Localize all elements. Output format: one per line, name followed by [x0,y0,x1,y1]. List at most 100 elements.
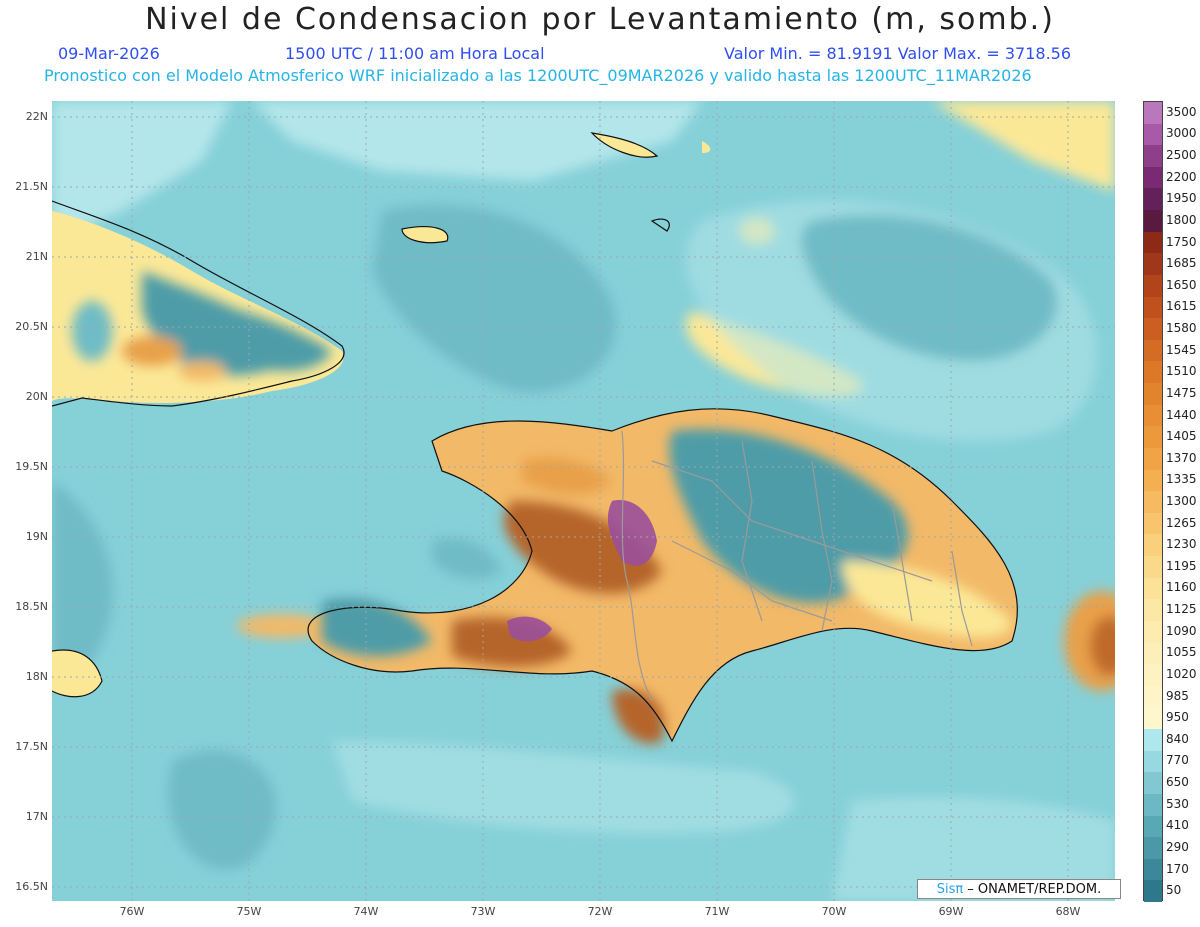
lat-label: 17N [25,810,48,823]
colorbar-swatch [1144,534,1162,557]
colorbar-level-label: 1090 [1166,623,1197,638]
lon-label: 72W [587,905,613,918]
coastlines [52,132,1018,743]
colorbar-swatch [1144,707,1162,730]
colorbar-level-label: 1510 [1166,364,1197,379]
colorbar-swatch [1144,599,1162,622]
colorbar-level-label: 1370 [1166,450,1197,465]
colorbar-level-label: 1750 [1166,234,1197,249]
lat-label: 19.5N [15,460,48,473]
cuba-land [52,211,344,403]
bahamas-islands [402,133,711,243]
colorbar-swatch [1144,210,1162,233]
colorbar-swatch [1144,188,1162,211]
lat-label: 21N [25,250,48,263]
colorbar-level-label: 1020 [1166,666,1197,681]
colorbar-level-label: 1055 [1166,645,1197,660]
colorbar-level-label: 1545 [1166,342,1197,357]
colorbar-swatch [1144,102,1162,125]
colorbar-swatch [1144,858,1162,881]
lon-label: 73W [470,905,496,918]
colorbar-level-label: 1615 [1166,299,1197,314]
colorbar-swatch [1144,491,1162,514]
colorbar-level-label: 985 [1166,688,1189,703]
colorbar-swatch [1144,361,1162,384]
colorbar-swatch [1144,166,1162,189]
colorbar-swatch [1144,383,1162,406]
colorbar-swatch [1144,577,1162,600]
colorbar-swatch [1144,253,1162,276]
colorbar-level-label: 530 [1166,796,1189,811]
colorbar-level-label: 3500 [1166,104,1197,119]
colorbar-swatch [1144,231,1162,254]
colorbar-level-label: 50 [1166,883,1182,898]
colorbar-swatch [1144,426,1162,449]
lon-label: 69W [938,905,964,918]
map-title: Nivel de Condensacion por Levantamiento … [145,2,1055,37]
colorbar-level-label: 840 [1166,731,1189,746]
colorbar-swatch [1144,469,1162,492]
forecast-time: 1500 UTC / 11:00 am Hora Local [285,44,545,63]
colorbar-level-label: 1265 [1166,515,1197,530]
credit-org: – ONAMET/REP.DOM. [967,881,1102,897]
colorbar-swatch [1144,664,1162,687]
colorbar-swatch [1144,274,1162,298]
lat-label: 21.5N [15,180,48,193]
colorbar-swatch [1144,685,1162,708]
high-lcl-zone-south [507,616,552,642]
colorbar-swatch [1144,145,1162,168]
colorbar-level-label: 1405 [1166,429,1197,444]
lon-label: 70W [821,905,847,918]
colorbar-level-label: 1800 [1166,212,1197,227]
colorbar-swatch [1144,339,1162,362]
lat-label: 16.5N [15,880,48,893]
colorbar-swatch [1144,447,1162,471]
colorbar-swatch [1144,404,1162,427]
model-info: Pronostico con el Modelo Atmosferico WRF… [44,66,1032,85]
lat-label: 17.5N [15,740,48,753]
colorbar-swatch [1144,123,1162,146]
colorbar-level-label: 1125 [1166,602,1197,617]
colorbar-swatch [1144,556,1162,579]
lat-label: 20N [25,390,48,403]
colorbar-level-label: 1160 [1166,580,1197,595]
lon-label: 68W [1055,905,1081,918]
forecast-date: 09-Mar-2026 [58,44,160,63]
lat-label: 19N [25,530,48,543]
colorbar-swatch [1144,880,1162,903]
colorbar-level-label: 1335 [1166,472,1197,487]
colorbar-level-label: 1230 [1166,537,1197,552]
colorbar-level-label: 650 [1166,775,1189,790]
colorbar-level-label: 1300 [1166,494,1197,508]
lat-label: 22N [25,110,48,123]
provincial-borders [621,430,973,702]
sis-logo-text: Sisπ [936,881,964,897]
graticule [52,101,1115,901]
colorbar-level-label: 2500 [1166,148,1197,163]
colorbar-level-label: 2200 [1166,169,1197,184]
credit-box: Sisπ – ONAMET/REP.DOM. [917,879,1121,899]
colorbar-swatch [1144,772,1162,795]
lon-label: 71W [704,905,730,918]
colorbar-swatch [1144,729,1162,752]
colorbar-level-label: 1475 [1166,385,1197,400]
colorbar-level-label: 1440 [1166,407,1197,422]
map-canvas [52,101,1115,901]
colorbar-level-label: 1580 [1166,321,1197,336]
colorbar-level-label: 1195 [1166,558,1197,573]
colorbar [1143,101,1163,903]
ocean-field [52,101,1115,901]
colorbar-level-label: 1685 [1166,256,1197,271]
colorbar-level-label: 950 [1166,710,1189,725]
colorbar-swatch [1144,318,1162,341]
hispaniola-land [308,408,1018,744]
colorbar-swatch [1144,620,1162,644]
colorbar-level-label: 1950 [1166,191,1197,206]
colorbar-level-label: 170 [1166,861,1189,876]
lat-label: 18N [25,670,48,683]
colorbar-swatch [1144,642,1162,665]
min-max-values: Valor Min. = 81.9191 Valor Max. = 3718.5… [724,44,1072,63]
colorbar-swatch [1144,837,1162,860]
colorbar-level-label: 770 [1166,753,1189,768]
lon-label: 74W [353,905,379,918]
